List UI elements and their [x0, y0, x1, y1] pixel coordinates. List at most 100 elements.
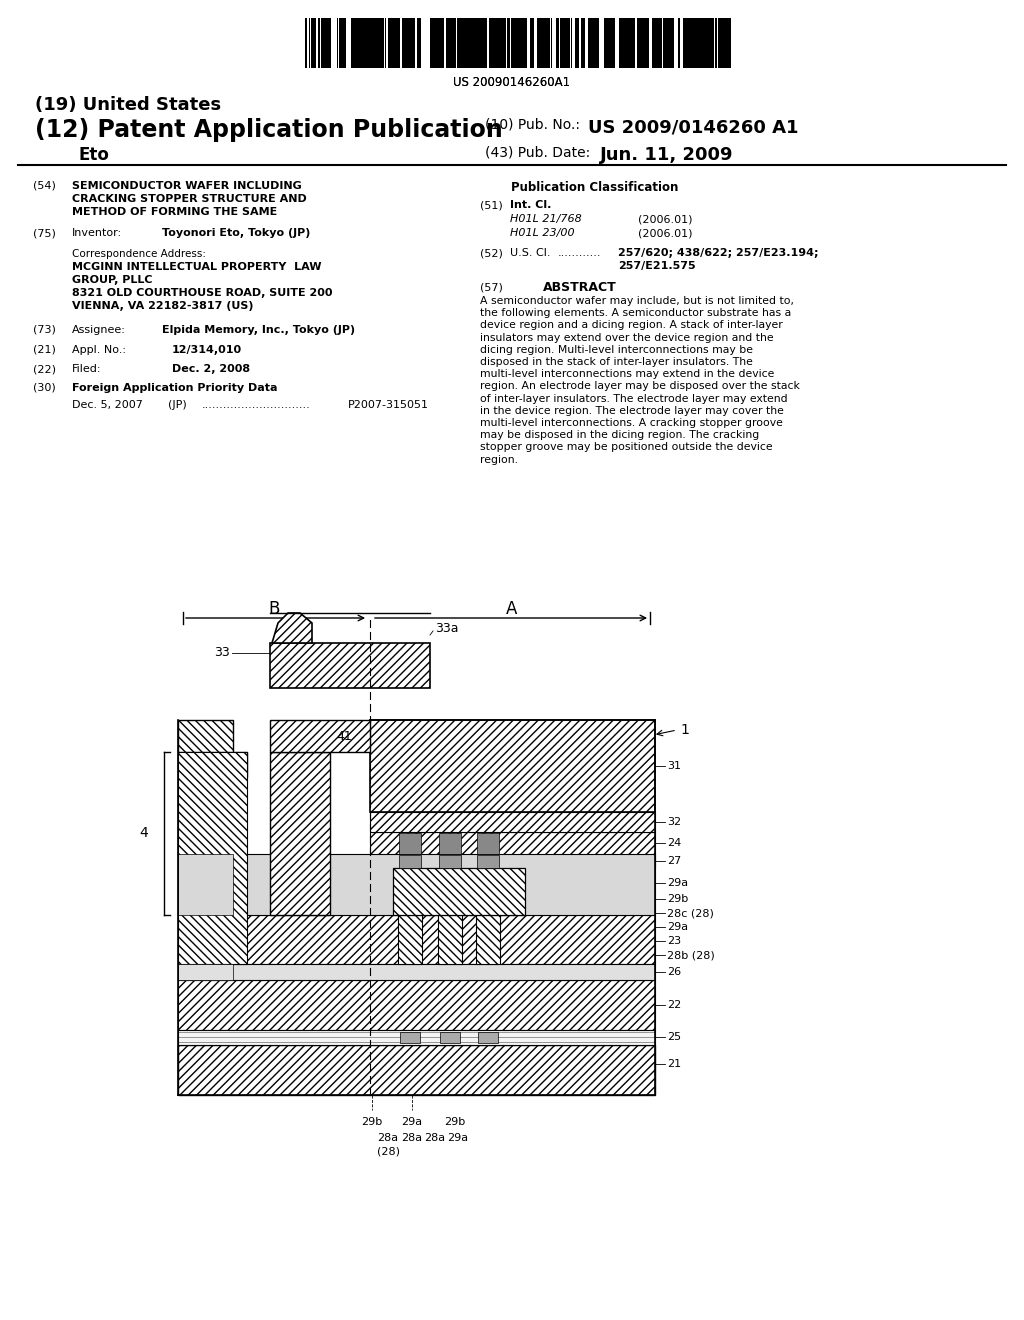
- Bar: [178, 854, 655, 915]
- Bar: [358, 18, 360, 69]
- Bar: [411, 18, 415, 69]
- Bar: [728, 18, 731, 69]
- Bar: [178, 979, 655, 1030]
- Bar: [382, 18, 384, 69]
- Text: MCGINN INTELLECTUAL PROPERTY  LAW: MCGINN INTELLECTUAL PROPERTY LAW: [72, 261, 322, 272]
- Bar: [327, 18, 331, 69]
- Bar: [622, 18, 624, 69]
- Bar: [446, 18, 449, 69]
- Text: B: B: [268, 601, 280, 618]
- Text: 257/620; 438/622; 257/E23.194;: 257/620; 438/622; 257/E23.194;: [618, 248, 818, 257]
- Text: (21): (21): [33, 345, 56, 355]
- Text: US 2009/0146260 A1: US 2009/0146260 A1: [588, 117, 799, 136]
- Bar: [178, 964, 233, 979]
- Text: multi-level interconnections. A cracking stopper groove: multi-level interconnections. A cracking…: [480, 418, 783, 428]
- Bar: [178, 719, 233, 752]
- Text: 29b: 29b: [361, 1117, 383, 1127]
- Bar: [417, 18, 420, 69]
- Text: of inter-layer insulators. The electrode layer may extend: of inter-layer insulators. The electrode…: [480, 393, 787, 404]
- Bar: [672, 18, 674, 69]
- Text: stopper groove may be positioned outside the device: stopper groove may be positioned outside…: [480, 442, 773, 453]
- Bar: [620, 18, 622, 69]
- Bar: [519, 18, 521, 69]
- Text: 27: 27: [667, 855, 681, 866]
- Bar: [457, 18, 459, 69]
- Bar: [463, 18, 465, 69]
- Text: multi-level interconnections may extend in the device: multi-level interconnections may extend …: [480, 370, 774, 379]
- Text: may be disposed in the dicing region. The cracking: may be disposed in the dicing region. Th…: [480, 430, 759, 440]
- Bar: [685, 18, 689, 69]
- Bar: [575, 18, 577, 69]
- Bar: [342, 18, 345, 69]
- Bar: [430, 18, 434, 69]
- Bar: [454, 18, 456, 69]
- Text: 29a: 29a: [447, 1133, 469, 1143]
- Bar: [490, 18, 494, 69]
- Text: ..............................: ..............................: [202, 400, 310, 411]
- Bar: [667, 18, 671, 69]
- Text: in the device region. The electrode layer may cover the: in the device region. The electrode laye…: [480, 405, 784, 416]
- Bar: [178, 964, 655, 979]
- Text: 32: 32: [667, 817, 681, 828]
- Bar: [726, 18, 728, 69]
- Bar: [434, 18, 438, 69]
- Text: 29a: 29a: [667, 921, 688, 932]
- Text: region. An electrode layer may be disposed over the stack: region. An electrode layer may be dispos…: [480, 381, 800, 392]
- Bar: [625, 18, 627, 69]
- Bar: [609, 18, 612, 69]
- Bar: [541, 18, 545, 69]
- Bar: [652, 18, 655, 69]
- Text: US 20090146260A1: US 20090146260A1: [454, 77, 570, 88]
- Text: Eto: Eto: [78, 147, 109, 164]
- Bar: [577, 18, 579, 69]
- Bar: [362, 18, 365, 69]
- Bar: [705, 18, 707, 69]
- Bar: [718, 18, 721, 69]
- Text: 23: 23: [667, 936, 681, 946]
- Bar: [663, 18, 667, 69]
- Text: (43) Pub. Date:: (43) Pub. Date:: [485, 147, 590, 160]
- Bar: [472, 18, 476, 69]
- Text: region.: region.: [480, 454, 518, 465]
- Text: Toyonori Eto, Tokyo (JP): Toyonori Eto, Tokyo (JP): [162, 228, 310, 238]
- Bar: [605, 18, 609, 69]
- Text: 12/314,010: 12/314,010: [172, 345, 242, 355]
- Bar: [690, 18, 694, 69]
- Bar: [511, 18, 514, 69]
- Text: Filed:: Filed:: [72, 364, 101, 374]
- Text: (12) Patent Application Publication: (12) Patent Application Publication: [35, 117, 503, 143]
- Bar: [482, 18, 486, 69]
- Bar: [516, 18, 519, 69]
- Text: (51): (51): [480, 201, 503, 210]
- Text: 257/E21.575: 257/E21.575: [618, 261, 695, 271]
- Text: Inventor:: Inventor:: [72, 228, 122, 238]
- Bar: [409, 18, 411, 69]
- Bar: [477, 855, 499, 869]
- Bar: [478, 1032, 498, 1043]
- Text: 29b: 29b: [667, 894, 688, 904]
- Text: insulators may extend over the device region and the: insulators may extend over the device re…: [480, 333, 773, 343]
- Bar: [537, 18, 541, 69]
- Text: Elpida Memory, Inc., Tokyo (JP): Elpida Memory, Inc., Tokyo (JP): [162, 325, 355, 335]
- Bar: [353, 18, 357, 69]
- Text: 28b (28): 28b (28): [667, 950, 715, 960]
- Bar: [500, 18, 504, 69]
- Bar: [591, 18, 593, 69]
- Bar: [402, 18, 404, 69]
- Text: (2006.01): (2006.01): [638, 214, 692, 224]
- Bar: [178, 854, 233, 915]
- Bar: [465, 18, 467, 69]
- Bar: [270, 643, 430, 688]
- Text: (2006.01): (2006.01): [638, 228, 692, 238]
- Text: device region and a dicing region. A stack of inter-layer: device region and a dicing region. A sta…: [480, 321, 782, 330]
- Text: 29a: 29a: [667, 878, 688, 888]
- Text: 33a: 33a: [435, 622, 459, 635]
- Text: 1: 1: [680, 723, 689, 737]
- Bar: [370, 812, 655, 832]
- Bar: [374, 18, 378, 69]
- Text: Dec. 5, 2007: Dec. 5, 2007: [72, 400, 143, 411]
- Bar: [400, 1032, 420, 1043]
- Bar: [461, 18, 463, 69]
- Bar: [391, 18, 395, 69]
- Bar: [370, 719, 655, 812]
